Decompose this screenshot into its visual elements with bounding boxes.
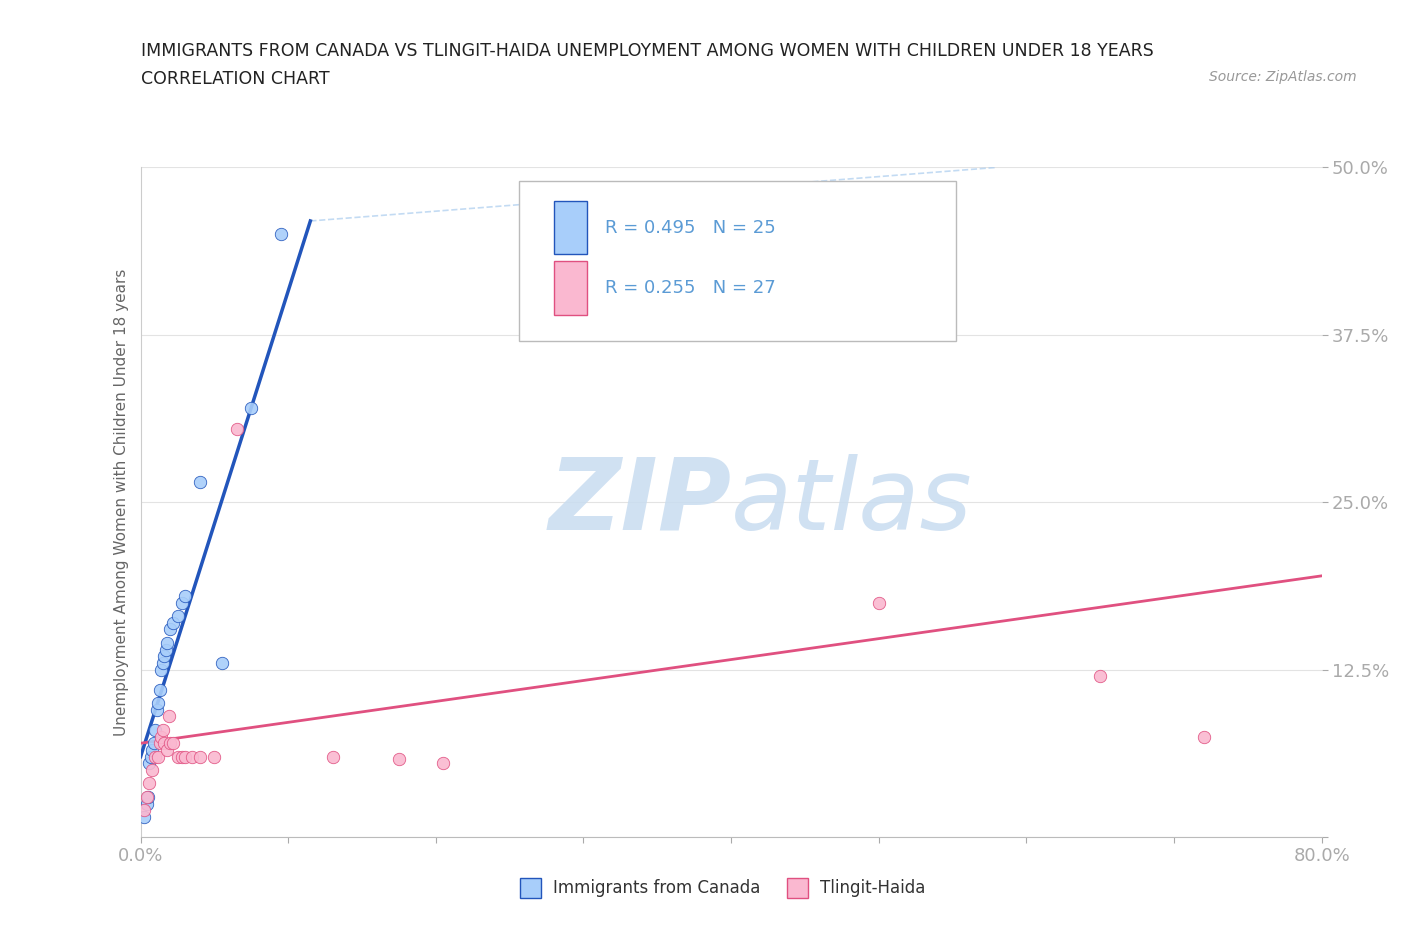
Point <box>240 401 263 416</box>
Point <box>132 809 155 824</box>
Point <box>174 589 197 604</box>
Point <box>188 750 211 764</box>
Point <box>142 736 165 751</box>
Point <box>141 763 163 777</box>
Text: Tlingit-Haida: Tlingit-Haida <box>820 879 925 897</box>
Point <box>136 790 159 804</box>
Point <box>152 723 174 737</box>
Point <box>145 723 166 737</box>
Point <box>141 742 163 757</box>
Point <box>135 796 157 811</box>
Text: Source: ZipAtlas.com: Source: ZipAtlas.com <box>1209 70 1357 84</box>
Point <box>159 736 181 751</box>
Point <box>166 608 188 623</box>
Point <box>148 750 170 764</box>
Point <box>170 595 193 610</box>
Point <box>156 742 179 757</box>
Point <box>388 751 411 766</box>
Point <box>135 790 157 804</box>
Point <box>868 595 890 610</box>
Text: R = 0.495   N = 25: R = 0.495 N = 25 <box>605 219 776 236</box>
Point <box>159 622 181 637</box>
Point <box>138 756 160 771</box>
Point <box>1088 669 1111 684</box>
Point <box>162 736 184 751</box>
Point <box>132 803 155 817</box>
Point <box>150 729 173 744</box>
Point <box>188 474 211 489</box>
FancyBboxPatch shape <box>554 261 588 314</box>
Text: IMMIGRANTS FROM CANADA VS TLINGIT-HAIDA UNEMPLOYMENT AMONG WOMEN WITH CHILDREN U: IMMIGRANTS FROM CANADA VS TLINGIT-HAIDA … <box>141 42 1153 60</box>
Point <box>157 709 180 724</box>
Point <box>166 750 188 764</box>
Point <box>149 736 172 751</box>
Point <box>174 750 197 764</box>
Text: ZIP: ZIP <box>548 454 731 551</box>
Text: CORRELATION CHART: CORRELATION CHART <box>141 70 329 87</box>
Point <box>225 421 247 436</box>
Point <box>202 750 225 764</box>
Point <box>156 635 179 650</box>
FancyBboxPatch shape <box>554 201 588 255</box>
Text: atlas: atlas <box>731 454 973 551</box>
Text: Immigrants from Canada: Immigrants from Canada <box>553 879 759 897</box>
Point <box>149 683 172 698</box>
Point <box>153 736 176 751</box>
Point <box>152 656 174 671</box>
Point <box>162 616 184 631</box>
Point <box>139 750 162 764</box>
Point <box>150 662 173 677</box>
Point <box>145 750 166 764</box>
Point <box>211 656 233 671</box>
Point <box>181 750 204 764</box>
FancyBboxPatch shape <box>519 180 956 341</box>
Point <box>432 756 454 771</box>
Point <box>155 642 177 657</box>
Point <box>270 227 292 242</box>
Point <box>170 750 193 764</box>
Point <box>138 776 160 790</box>
Point <box>153 649 176 664</box>
Point <box>1192 729 1215 744</box>
Point <box>146 702 169 717</box>
Point <box>321 750 344 764</box>
Y-axis label: Unemployment Among Women with Children Under 18 years: Unemployment Among Women with Children U… <box>114 269 129 736</box>
Point <box>148 696 170 711</box>
Text: R = 0.255   N = 27: R = 0.255 N = 27 <box>605 279 776 297</box>
